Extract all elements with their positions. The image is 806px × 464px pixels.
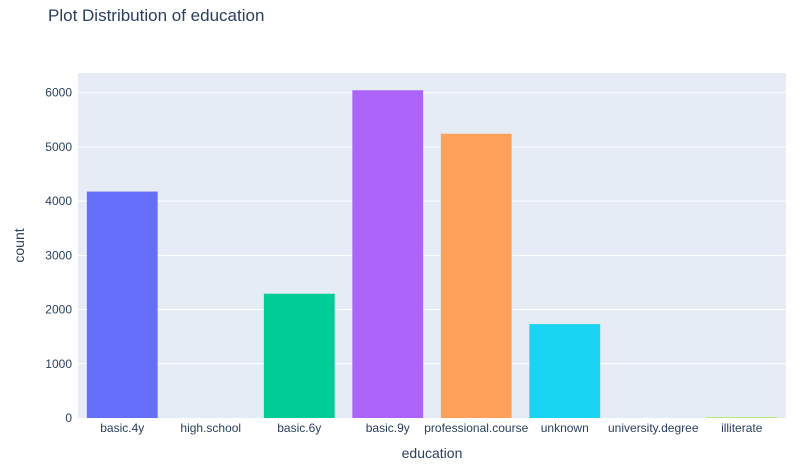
y-tick-label: 6000 (45, 86, 72, 100)
x-axis-ticks: basic.4y high.school basic.6y basic.9y profe… (100, 421, 763, 435)
x-tick-label: high.school (180, 421, 241, 435)
gridlines (78, 92, 786, 365)
x-tick-label: basic.9y (366, 421, 410, 435)
y-tick-label: 2000 (45, 303, 72, 317)
x-tick-label: illiterate (721, 421, 763, 435)
plot-area (78, 73, 786, 418)
bar-basic-9y (352, 90, 424, 418)
y-tick-label: 0 (65, 411, 72, 425)
y-tick-label: 5000 (45, 140, 72, 154)
x-tick-label: basic.6y (277, 421, 321, 435)
y-tick-label: 3000 (45, 248, 72, 262)
bars (86, 90, 778, 418)
y-tick-label: 4000 (45, 194, 72, 208)
x-tick-label: unknown (541, 421, 589, 435)
x-tick-label: university.degree (608, 421, 699, 435)
chart-title: Plot Distribution of education (48, 6, 265, 25)
bar-basic-6y (263, 293, 335, 418)
y-tick-label: 1000 (45, 357, 72, 371)
bar-illiterate (706, 417, 778, 418)
y-axis-title: count (11, 228, 27, 262)
x-tick-label: basic.4y (100, 421, 144, 435)
bar-unknown (529, 324, 601, 418)
y-axis-ticks: 0 1000 2000 3000 4000 5000 6000 (45, 86, 72, 425)
x-axis-title: education (402, 445, 463, 461)
bar-professional-course (440, 133, 512, 418)
x-tick-label: professional.course (424, 421, 528, 435)
bar-basic-4y (86, 191, 158, 418)
